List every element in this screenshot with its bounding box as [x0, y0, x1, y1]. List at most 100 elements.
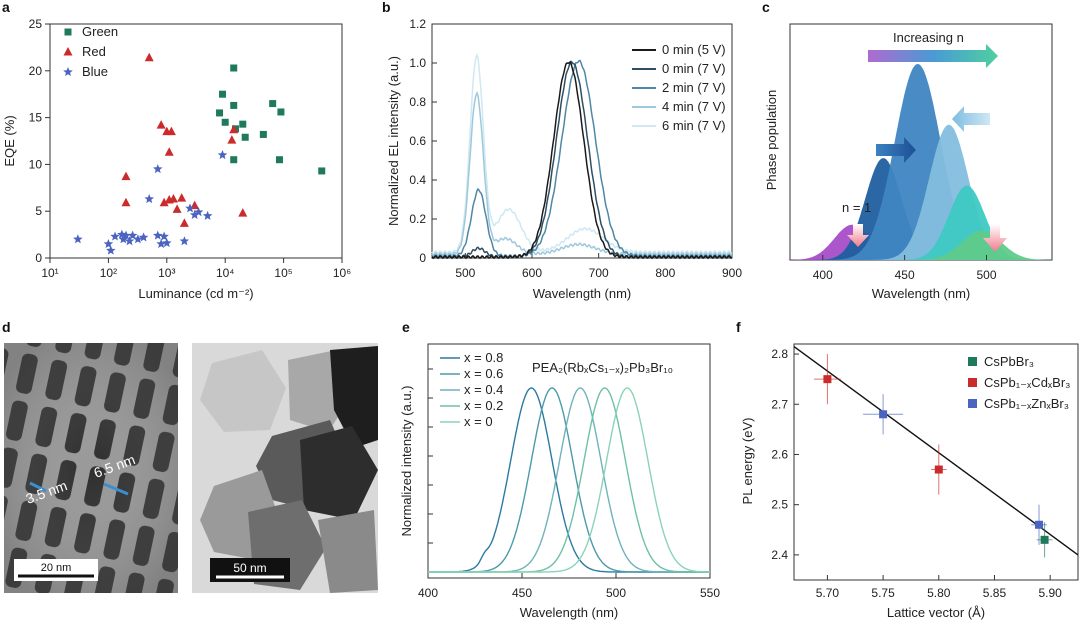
panel-c-x-ticks: 400 450 500 [813, 255, 997, 282]
panel-a-point-blue [185, 203, 195, 213]
panel-b-y-tick-label: 1.2 [409, 17, 426, 31]
panel-a-legend-label-blue: Blue [82, 64, 108, 79]
panel-e-legend-label: x = 0.4 [464, 382, 503, 397]
panel-f-x-axis-label: Lattice vector (Å) [887, 605, 985, 620]
panel-a-x-axis-label: Luminance (cd m⁻²) [138, 286, 253, 301]
panel-a-point-green [277, 108, 285, 116]
panel-e-frame [427, 343, 711, 579]
panel-a-point-blue [153, 164, 163, 174]
panel-e-legend-label: x = 0 [464, 414, 493, 429]
panel-f-legend-label: CsPb₁₋ₓZnₓBr₃ [984, 396, 1069, 411]
panel-a-point-blue [156, 239, 166, 248]
panel-e-x-tick-label: 500 [606, 586, 626, 600]
panel-e-x-tick-label: 400 [418, 586, 438, 600]
panel-a-scatter-chart: 10¹ 10² 10³ 10⁴ 10⁵ 10⁶ 0 5 10 15 20 25 Luminance … [2, 17, 351, 301]
panel-e-legend-label: x = 0.8 [464, 350, 503, 365]
panel-f-y-tick-label: 2.6 [771, 447, 788, 461]
panel-c-phase-peak [870, 124, 1028, 260]
panel-f-legend-label: CsPbBr₃ [984, 354, 1034, 369]
panel-a-point-blue [124, 236, 135, 246]
panel-f-legend-label: CsPb₁₋ₓCdₓBr₃ [984, 375, 1070, 390]
panel-f-legend: CsPbBr₃ CsPb₁₋ₓCdₓBr₃ CsPb₁₋ₓZnₓBr₃ [968, 354, 1070, 411]
panel-a-x-tick-label: 10⁶ [333, 266, 351, 280]
panel-a-point-red [166, 126, 176, 136]
panel-f-y-axis-label: PL energy (eV) [740, 418, 755, 505]
panel-a-point-blue [179, 236, 190, 246]
panel-f-legend-marker [968, 378, 977, 387]
panel-b-x-ticks: 500 600 700 800 900 [455, 253, 742, 280]
scale-bar-label-2: 50 nm [233, 561, 266, 575]
panel-f-y-ticks: 2.4 2.5 2.6 2.7 2.8 [771, 347, 799, 562]
panel-e-x-tick-label: 450 [512, 586, 532, 600]
panel-f-point [1040, 535, 1049, 544]
panel-label-e: e [402, 319, 410, 335]
panel-d-micrographs: 3.5 nm 6.5 nm 20 nm 50 nm [4, 343, 378, 593]
panel-f-x-ticks: 5.70 5.75 5.80 5.85 5.90 [816, 575, 1062, 600]
panel-a-y-tick-label: 25 [29, 17, 43, 31]
panel-b-y-tick-label: 0.8 [409, 95, 426, 109]
panel-b-y-tick-label: 0.2 [409, 212, 426, 226]
panel-a-point-red [144, 52, 154, 62]
spacing-marker-1 [29, 481, 47, 493]
panel-a-legend-marker-green [64, 28, 72, 36]
panel-a-point-red [121, 197, 131, 207]
panel-a-point-green [230, 156, 238, 164]
panel-b-x-tick-label: 700 [589, 266, 609, 280]
panel-a-y-tick-label: 0 [35, 251, 42, 265]
panel-b-series-line [431, 91, 733, 257]
panel-a-legend-marker-red [63, 47, 73, 56]
panel-b-y-tick-label: 0.4 [409, 173, 426, 187]
panel-a-x-tick-label: 10² [100, 266, 117, 280]
panel-e-legend-label: x = 0.6 [464, 366, 503, 381]
panel-e-legend: x = 0.8x = 0.6x = 0.4x = 0.2x = 0 [440, 350, 503, 429]
panel-f-point [879, 410, 888, 419]
panel-a-x-tick-label: 10¹ [41, 266, 58, 280]
increasing-n-label: Increasing n [893, 30, 964, 45]
panel-b-legend-label: 0 min (5 V) [662, 42, 726, 57]
light-left-arrow [952, 106, 990, 132]
panel-a-x-tick-label: 10⁵ [274, 266, 292, 280]
panel-a-frame [49, 23, 343, 259]
panel-c-phase-peaks [780, 64, 1061, 260]
panel-a-point-blue [127, 230, 138, 240]
panel-b-legend-label: 2 min (7 V) [662, 80, 726, 95]
panel-c-phase-population-diagram: 400 450 500 Wavelength (nm) Phase populati… [764, 23, 1061, 301]
panel-a-y-ticks: 0 5 10 15 20 25 [29, 17, 50, 265]
panel-a-legend-label-green: Green [82, 24, 118, 39]
panel-e-x-axis-label: Wavelength (nm) [520, 605, 619, 620]
panel-a-point-blue [202, 210, 213, 220]
panel-a-point-red [229, 124, 239, 134]
panel-e-x-tick-label: 550 [700, 586, 720, 600]
panel-c-phase-peak [903, 230, 1061, 260]
panel-a-data-points [73, 52, 326, 255]
lattice-image-shading [4, 343, 178, 593]
panel-a-point-blue [189, 209, 200, 219]
panel-a-y-tick-label: 5 [35, 204, 42, 218]
panel-a-y-axis-label: EQE (%) [2, 115, 17, 166]
panel-c-x-tick-label: 500 [976, 268, 996, 282]
panel-f-x-tick-label: 5.70 [816, 586, 840, 600]
panel-f-pl-energy-chart: 5.70 5.75 5.80 5.85 5.90 2.4 2.5 2.6 2.7 2.8 Lat… [740, 343, 1079, 620]
panel-a-point-red [121, 171, 131, 181]
panel-a-x-ticks: 10¹ 10² 10³ 10⁴ 10⁵ 10⁶ [41, 258, 351, 280]
panel-a-y-tick-label: 15 [29, 111, 43, 125]
panel-f-x-tick-label: 5.90 [1038, 586, 1062, 600]
panel-b-legend-label: 4 min (7 V) [662, 99, 726, 114]
panel-f-y-tick-label: 2.4 [771, 548, 788, 562]
panel-f-point [1035, 520, 1044, 529]
panel-c-y-axis-label: Phase population [764, 90, 779, 190]
panel-a-point-red [164, 147, 174, 156]
panel-f-legend-marker [968, 399, 977, 408]
panel-a-point-blue [217, 150, 228, 160]
panel-a-point-red [177, 193, 187, 202]
nanocrystal-5 [300, 426, 378, 520]
panel-f-x-tick-label: 5.80 [927, 586, 951, 600]
panel-f-y-tick-label: 2.7 [771, 397, 788, 411]
nanocrystal-3 [330, 346, 378, 448]
panel-a-x-tick-label: 10⁴ [216, 266, 235, 280]
panel-f-x-tick-label: 5.75 [871, 586, 895, 600]
panel-c-x-tick-label: 450 [895, 268, 915, 282]
panel-e-series-lines [428, 387, 710, 573]
panel-f-fit-line-path [793, 345, 1079, 556]
